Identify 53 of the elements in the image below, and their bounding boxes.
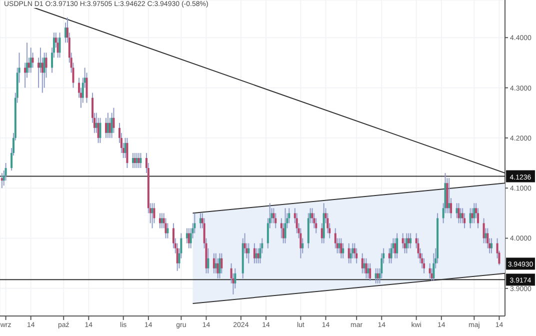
candlestick bbox=[367, 262, 370, 279]
candlestick bbox=[176, 242, 178, 272]
candlestick bbox=[158, 212, 161, 229]
candlestick bbox=[160, 212, 163, 229]
candlestick bbox=[199, 212, 202, 229]
candlestick bbox=[106, 112, 109, 138]
candlestick bbox=[288, 208, 290, 224]
candlestick bbox=[390, 242, 392, 264]
candlestick bbox=[423, 258, 426, 274]
candlestick bbox=[410, 232, 412, 249]
candlestick bbox=[105, 117, 108, 138]
candlestick bbox=[406, 232, 408, 254]
candlestick bbox=[253, 242, 256, 264]
candlestick bbox=[462, 208, 464, 224]
candlestick bbox=[340, 238, 342, 259]
candlestick bbox=[136, 152, 138, 169]
candlestick bbox=[448, 178, 450, 214]
candlestick bbox=[58, 32, 61, 58]
candlestick bbox=[473, 202, 476, 224]
candlestick bbox=[369, 262, 372, 282]
candlestick bbox=[311, 208, 314, 224]
candlestick bbox=[126, 137, 128, 169]
candlestick bbox=[108, 117, 111, 138]
candlestick bbox=[0, 172, 3, 189]
candlestick bbox=[132, 152, 134, 169]
candlestick bbox=[388, 248, 390, 264]
candlestick bbox=[140, 152, 142, 169]
candlestick bbox=[361, 252, 364, 274]
candlestick bbox=[350, 248, 352, 264]
candlestick bbox=[490, 238, 493, 254]
candlestick bbox=[153, 202, 156, 224]
candlestick bbox=[134, 152, 136, 169]
candlestick bbox=[248, 242, 250, 264]
candlestick bbox=[99, 117, 102, 144]
candlestick bbox=[428, 262, 431, 279]
candlestick bbox=[348, 242, 350, 264]
candlestick bbox=[365, 258, 368, 279]
candlestick bbox=[396, 232, 398, 259]
candlestick bbox=[432, 252, 435, 282]
candlestick bbox=[218, 252, 221, 279]
candlestick bbox=[30, 47, 32, 74]
candlestick bbox=[482, 218, 485, 244]
candlestick bbox=[284, 208, 286, 244]
candlestick bbox=[188, 228, 190, 249]
candlestick bbox=[374, 268, 377, 284]
candlestick bbox=[259, 242, 262, 264]
candlestick bbox=[212, 252, 215, 274]
candlestick bbox=[255, 248, 258, 264]
candlestick bbox=[342, 242, 344, 259]
candlestick bbox=[356, 248, 358, 264]
candlestick bbox=[4, 162, 7, 182]
candlestick bbox=[458, 202, 460, 224]
candlestick bbox=[272, 208, 275, 224]
